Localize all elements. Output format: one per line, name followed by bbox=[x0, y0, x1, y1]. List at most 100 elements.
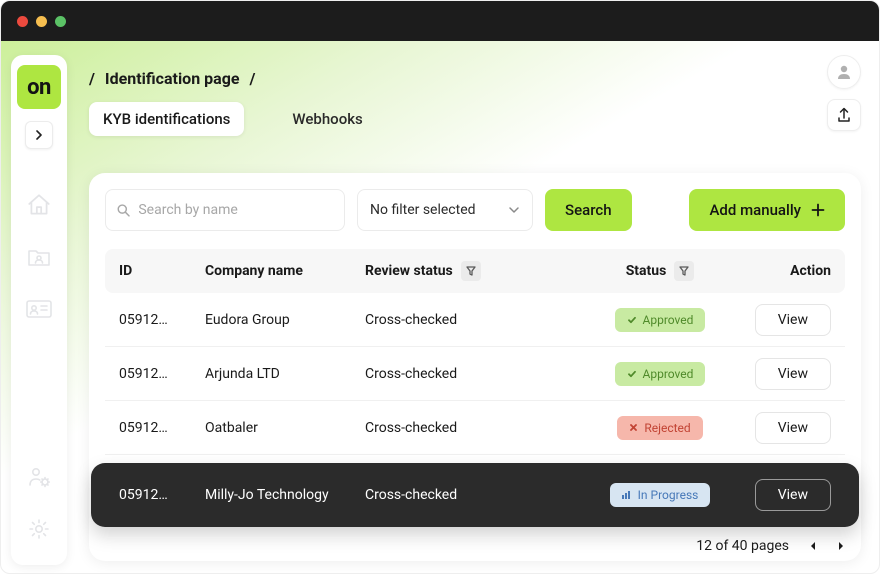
search-field[interactable] bbox=[105, 189, 345, 231]
cell-id: 05912… bbox=[119, 487, 205, 503]
th-label: ID bbox=[119, 263, 132, 279]
cell-action: View bbox=[745, 412, 831, 444]
status-label: In Progress bbox=[638, 488, 699, 502]
status-badge: Approved bbox=[615, 308, 706, 332]
export-button[interactable] bbox=[827, 99, 861, 131]
breadcrumb-slash-trailing: / bbox=[249, 69, 255, 88]
th-action: Action bbox=[745, 263, 831, 279]
view-button[interactable]: View bbox=[755, 479, 831, 511]
table-row[interactable]: 05912…OatbalerCross-checkedRejectedView bbox=[105, 401, 845, 455]
search-button-label: Search bbox=[565, 201, 612, 219]
cell-action: View bbox=[745, 479, 831, 511]
breadcrumb-slash: / bbox=[89, 69, 95, 88]
th-review[interactable]: Review status bbox=[365, 261, 575, 281]
main-card: No filter selected Search Add manually I… bbox=[89, 173, 861, 561]
th-label: Company name bbox=[205, 263, 303, 279]
user-gear-icon bbox=[26, 464, 52, 490]
add-manually-button[interactable]: Add manually bbox=[689, 189, 845, 231]
cell-review: Cross-checked bbox=[365, 366, 575, 382]
sidebar-item-settings[interactable] bbox=[21, 511, 57, 547]
chevron-down-icon bbox=[508, 206, 520, 214]
breadcrumb-title: Identification page bbox=[105, 69, 240, 88]
pager-next[interactable] bbox=[837, 541, 845, 551]
search-button[interactable]: Search bbox=[545, 189, 632, 231]
pager bbox=[809, 541, 845, 551]
cell-review: Cross-checked bbox=[365, 420, 575, 436]
status-label: Approved bbox=[643, 367, 694, 381]
filter-icon bbox=[679, 266, 689, 276]
plus-icon bbox=[811, 203, 825, 217]
caret-left-icon bbox=[809, 541, 817, 551]
filter-icon-status[interactable] bbox=[674, 261, 694, 281]
tab-label: KYB identifications bbox=[103, 110, 230, 128]
view-button[interactable]: View bbox=[755, 358, 831, 390]
avatar-button[interactable] bbox=[827, 55, 861, 89]
cell-status: Approved bbox=[575, 362, 745, 386]
traffic-light-close[interactable] bbox=[17, 16, 28, 27]
tabs: KYB identifications Webhooks bbox=[89, 102, 809, 136]
cell-review: Cross-checked bbox=[365, 312, 575, 328]
search-icon bbox=[116, 202, 130, 218]
filter-icon-review[interactable] bbox=[461, 261, 481, 281]
search-input[interactable] bbox=[138, 202, 334, 218]
pager-prev[interactable] bbox=[809, 541, 817, 551]
filter-select-label: No filter selected bbox=[370, 202, 476, 218]
sidebar-item-home[interactable] bbox=[21, 187, 57, 223]
sidebar-expand-button[interactable] bbox=[25, 121, 53, 149]
top-right-controls bbox=[827, 55, 861, 131]
status-badge: In Progress bbox=[610, 483, 711, 507]
app-window: on bbox=[0, 0, 880, 574]
th-label: Review status bbox=[365, 263, 453, 279]
th-status[interactable]: Status bbox=[575, 261, 745, 281]
add-button-label: Add manually bbox=[709, 201, 801, 219]
status-badge: Rejected bbox=[617, 416, 702, 440]
cell-company: Eudora Group bbox=[205, 312, 365, 328]
cell-id: 05912… bbox=[119, 420, 205, 436]
cell-action: View bbox=[745, 304, 831, 336]
cell-company: Milly-Jo Technology bbox=[205, 487, 365, 503]
status-icon bbox=[627, 315, 637, 325]
sidebar: on bbox=[11, 55, 67, 565]
th-company: Company name bbox=[205, 263, 365, 279]
table-row[interactable]: 05912…Eudora GroupCross-checkedApprovedV… bbox=[105, 293, 845, 347]
tab-label: Webhooks bbox=[292, 110, 362, 128]
status-label: Rejected bbox=[644, 421, 690, 435]
cell-review: Cross-checked bbox=[365, 487, 575, 503]
cell-company: Arjunda LTD bbox=[205, 366, 365, 382]
chevron-right-icon bbox=[34, 130, 44, 140]
app-logo[interactable]: on bbox=[17, 65, 61, 109]
upload-icon bbox=[836, 107, 852, 123]
sidebar-item-user-settings[interactable] bbox=[21, 459, 57, 495]
view-button[interactable]: View bbox=[755, 304, 831, 336]
id-card-icon bbox=[25, 298, 53, 320]
cell-status: In Progress bbox=[575, 483, 745, 507]
th-label: Status bbox=[626, 263, 667, 279]
filter-icon bbox=[466, 266, 476, 276]
table-row[interactable]: 05912…Milly-Jo TechnologyCross-checked In… bbox=[91, 463, 859, 527]
filter-select[interactable]: No filter selected bbox=[357, 189, 533, 231]
traffic-light-minimize[interactable] bbox=[36, 16, 47, 27]
cell-id: 05912… bbox=[119, 366, 205, 382]
user-icon bbox=[835, 63, 853, 81]
caret-right-icon bbox=[837, 541, 845, 551]
sidebar-item-company-folder[interactable] bbox=[21, 239, 57, 275]
toolbar: No filter selected Search Add manually bbox=[105, 189, 845, 231]
status-icon bbox=[627, 369, 637, 379]
app-logo-text: on bbox=[27, 75, 51, 100]
tab-kyb-identifications[interactable]: KYB identifications bbox=[89, 102, 244, 136]
table: ID Company name Review status Status bbox=[105, 249, 845, 537]
page-header: / Identification page / KYB identificati… bbox=[89, 69, 809, 136]
tab-webhooks[interactable]: Webhooks bbox=[278, 102, 376, 136]
sidebar-item-id-card[interactable] bbox=[21, 291, 57, 327]
th-label: Action bbox=[790, 263, 831, 279]
table-body: 05912…Eudora GroupCross-checkedApprovedV… bbox=[105, 293, 845, 527]
app-body: on bbox=[1, 41, 879, 574]
view-button[interactable]: View bbox=[755, 412, 831, 444]
home-icon bbox=[26, 192, 52, 218]
status-badge: Approved bbox=[615, 362, 706, 386]
folder-user-icon bbox=[26, 245, 52, 269]
status-label: Approved bbox=[643, 313, 694, 327]
traffic-light-zoom[interactable] bbox=[55, 16, 66, 27]
table-row[interactable]: 05912…Arjunda LTDCross-checked Approved Vi… bbox=[105, 347, 845, 401]
table-footer: 12 of 40 pages bbox=[105, 537, 845, 554]
